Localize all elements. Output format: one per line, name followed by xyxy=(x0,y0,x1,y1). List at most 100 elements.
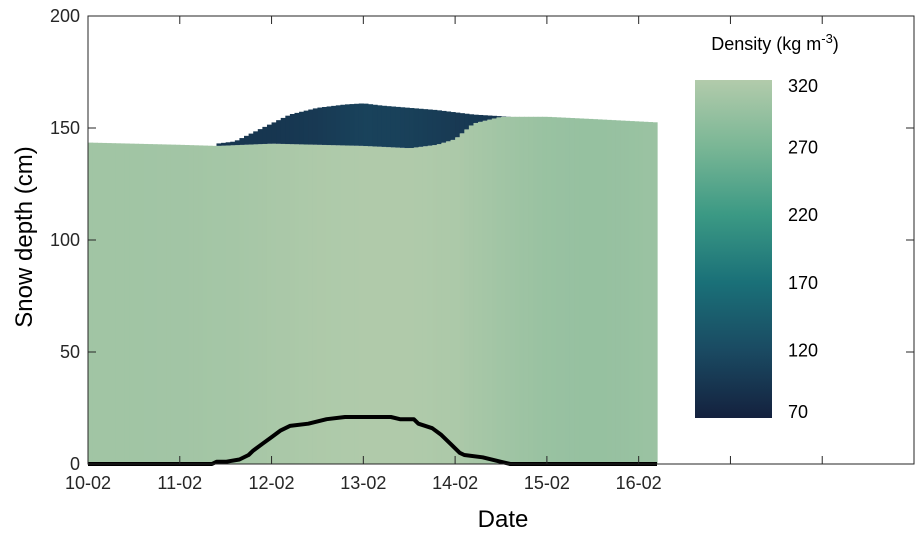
old-snow-layer-strip xyxy=(546,116,553,465)
old-snow-layer-strip xyxy=(289,144,296,465)
old-snow-layer-strip xyxy=(179,144,185,464)
old-snow-layer-strip xyxy=(166,144,172,464)
new-snow-layer-strip xyxy=(409,108,415,148)
new-snow-layer-strip xyxy=(266,124,273,144)
old-snow-layer-strip xyxy=(271,143,277,465)
old-snow-layer-strip xyxy=(340,145,346,465)
old-snow-layer-strip xyxy=(322,144,328,465)
old-snow-layer-strip xyxy=(276,143,282,464)
old-snow-layer-strip xyxy=(372,146,378,465)
old-snow-layer-strip xyxy=(143,143,149,464)
plot-area xyxy=(88,103,658,466)
new-snow-layer-strip xyxy=(413,108,419,148)
old-snow-layer-strip xyxy=(491,118,498,464)
old-snow-layer-strip xyxy=(266,143,273,465)
old-snow-layer-strip xyxy=(156,144,163,464)
x-tick-label: 15-02 xyxy=(524,473,570,493)
old-snow-layer-strip xyxy=(303,144,309,464)
old-snow-layer-strip xyxy=(377,146,383,465)
x-tick-label: 10-02 xyxy=(65,473,111,493)
old-snow-layer-strip xyxy=(404,148,410,464)
old-snow-layer-strip xyxy=(170,144,176,464)
colorbar-bar xyxy=(695,80,772,418)
old-snow-layer-strip xyxy=(583,118,589,464)
old-snow-layer-strip xyxy=(579,118,585,464)
old-snow-layer-strip xyxy=(606,119,612,464)
old-snow-layer-strip xyxy=(533,116,539,465)
new-snow-layer-strip xyxy=(280,117,286,144)
new-snow-layer-strip xyxy=(262,126,268,144)
old-snow-layer-strip xyxy=(207,145,213,464)
new-snow-layer-strip xyxy=(326,106,332,146)
colorbar-tick-label: 220 xyxy=(788,205,818,225)
old-snow-layer-strip xyxy=(643,121,649,465)
old-snow-layer-strip xyxy=(464,129,470,464)
new-snow-layer-strip xyxy=(404,107,410,149)
old-snow-layer-strip xyxy=(422,146,429,464)
new-snow-layer-strip xyxy=(244,135,250,145)
new-snow-layer-strip xyxy=(335,105,341,146)
new-snow-layer-strip xyxy=(253,131,259,145)
new-snow-layer-strip xyxy=(367,104,374,147)
old-snow-layer-strip xyxy=(161,144,167,464)
y-tick-label: 100 xyxy=(50,230,80,250)
new-snow-layer-strip xyxy=(299,111,305,145)
old-snow-layer-strip xyxy=(601,119,608,464)
old-snow-layer-strip xyxy=(611,120,617,465)
new-snow-layer-strip xyxy=(271,122,277,144)
old-snow-layer-strip xyxy=(468,125,475,464)
old-snow-layer-strip xyxy=(432,145,438,464)
new-snow-layer-strip xyxy=(303,110,309,145)
new-snow-layer-strip xyxy=(455,112,461,138)
old-snow-layer-strip xyxy=(193,145,199,465)
old-snow-layer-strip xyxy=(514,116,520,465)
old-snow-layer-strip xyxy=(496,117,502,465)
old-snow-layer-strip xyxy=(184,145,190,464)
old-snow-layer-strip xyxy=(198,145,204,464)
old-snow-layer-strip xyxy=(455,137,461,465)
old-snow-layer-strip xyxy=(592,119,598,464)
old-snow-layer-strip xyxy=(115,143,121,464)
new-snow-layer-strip xyxy=(445,111,452,142)
new-snow-layer-strip xyxy=(464,113,470,130)
old-snow-layer-strip xyxy=(427,145,433,465)
old-snow-layer-strip xyxy=(257,144,263,464)
old-snow-layer-strip xyxy=(528,116,534,465)
colorbar-tick-label: 320 xyxy=(788,76,818,96)
x-axis-label: Date xyxy=(478,506,529,533)
new-snow-layer-strip xyxy=(386,106,392,148)
new-snow-layer-strip xyxy=(349,104,355,146)
old-snow-layer-strip xyxy=(418,146,424,465)
old-snow-layer-strip xyxy=(482,120,488,464)
old-snow-layer-strip xyxy=(244,144,250,465)
old-snow-layer-strip xyxy=(294,144,300,464)
old-snow-layer-strip xyxy=(175,144,181,464)
old-snow-layer-strip xyxy=(239,144,245,465)
new-snow-layer-strip xyxy=(331,105,337,146)
old-snow-layer-strip xyxy=(386,147,392,465)
thick-black-line xyxy=(88,415,657,466)
old-snow-layer-strip xyxy=(221,145,227,464)
old-snow-layer-strip xyxy=(262,143,268,464)
new-snow-layer-strip xyxy=(354,103,360,146)
old-snow-layer-strip xyxy=(487,119,493,464)
old-snow-layer-strip xyxy=(510,116,516,465)
old-snow-layer-strip xyxy=(597,119,603,465)
old-snow-layer-strip xyxy=(120,143,126,464)
new-snow-layer-strip xyxy=(221,142,227,146)
old-snow-layer-strip xyxy=(106,143,112,464)
old-snow-layer-strip xyxy=(638,121,644,464)
old-snow-layer-strip xyxy=(441,142,447,464)
new-snow-layer-strip xyxy=(363,103,369,147)
new-snow-layer-strip xyxy=(322,107,328,145)
new-snow-layer-strip xyxy=(344,104,351,146)
x-tick-label: 16-02 xyxy=(616,473,662,493)
new-snow-layer-strip xyxy=(496,116,502,118)
old-snow-layer-strip xyxy=(436,144,442,464)
old-snow-layer-strip xyxy=(230,145,236,464)
old-snow-layer-strip xyxy=(556,117,562,465)
new-snow-layer-strip xyxy=(216,143,222,146)
colorbar-tick-label: 170 xyxy=(788,273,818,293)
y-tick-label: 150 xyxy=(50,118,80,138)
colorbar: 320 270 220 170 120 70 Density (kg m-3) xyxy=(695,31,839,422)
